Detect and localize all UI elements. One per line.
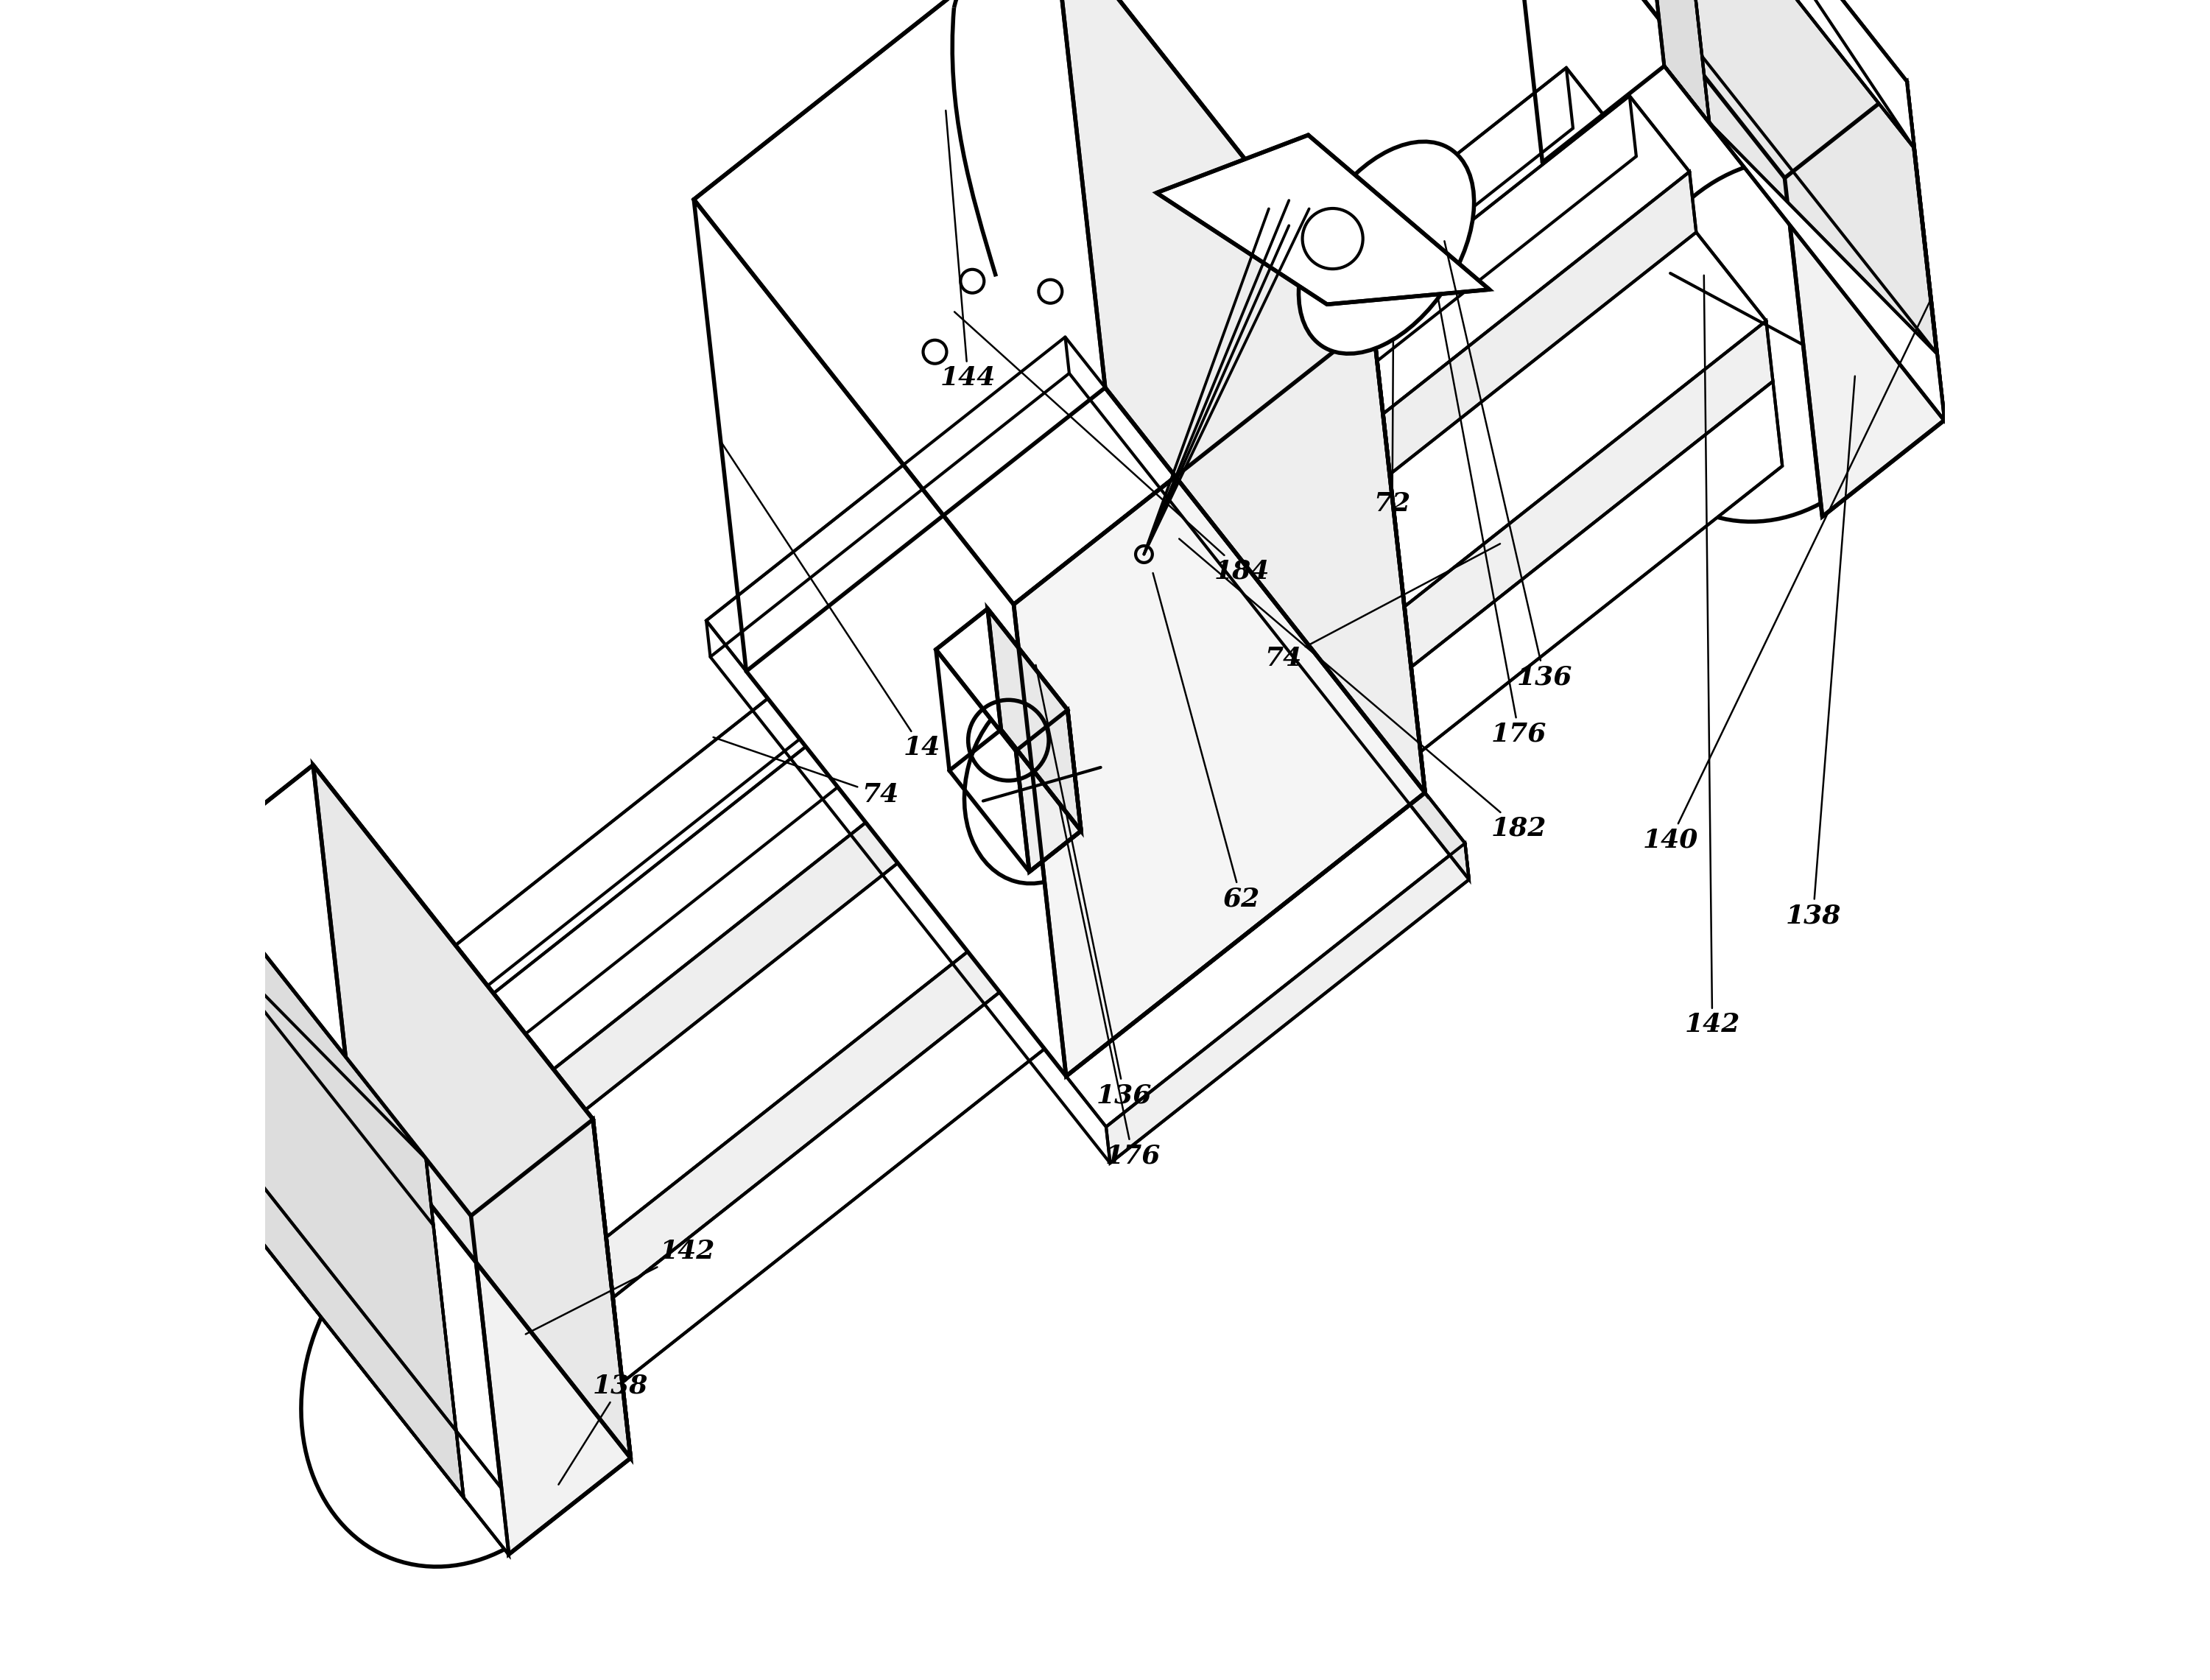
Text: 142: 142: [526, 1240, 716, 1334]
Polygon shape: [1627, 0, 1945, 420]
Polygon shape: [1017, 711, 1081, 872]
Text: 74: 74: [714, 738, 899, 806]
Text: 182: 182: [1180, 539, 1547, 840]
Polygon shape: [376, 67, 1766, 1262]
Text: 14: 14: [723, 444, 941, 759]
Polygon shape: [581, 381, 1781, 1408]
Ellipse shape: [301, 1205, 612, 1567]
Polygon shape: [1052, 0, 1425, 793]
Ellipse shape: [1299, 141, 1474, 354]
Text: 140: 140: [1642, 301, 1929, 852]
Polygon shape: [694, 0, 1372, 605]
Text: 136: 136: [1036, 665, 1151, 1107]
Polygon shape: [438, 96, 1688, 1114]
Text: 138: 138: [1786, 376, 1854, 927]
Polygon shape: [471, 1119, 630, 1554]
Text: 74: 74: [1264, 544, 1501, 670]
Text: 142: 142: [1684, 276, 1739, 1037]
Polygon shape: [190, 764, 592, 1216]
Polygon shape: [937, 608, 1067, 751]
Ellipse shape: [1616, 160, 1927, 522]
Text: 144: 144: [939, 111, 997, 390]
Text: 184: 184: [955, 312, 1271, 583]
Polygon shape: [1014, 321, 1425, 1077]
Text: 72: 72: [1375, 339, 1410, 516]
Polygon shape: [1627, 0, 1711, 123]
Polygon shape: [1627, 0, 1945, 420]
Text: 62: 62: [1154, 573, 1260, 911]
Polygon shape: [221, 1134, 508, 1554]
Polygon shape: [1786, 82, 1945, 517]
Polygon shape: [1671, 0, 1914, 148]
Text: 176: 176: [1436, 294, 1547, 746]
Polygon shape: [190, 862, 471, 1216]
Polygon shape: [497, 171, 1697, 1174]
Polygon shape: [575, 321, 1772, 1322]
Polygon shape: [988, 608, 1081, 832]
Polygon shape: [1105, 843, 1470, 1163]
Polygon shape: [1065, 338, 1470, 880]
Text: 138: 138: [559, 1374, 648, 1485]
Polygon shape: [1505, 0, 1907, 178]
Ellipse shape: [964, 685, 1120, 884]
Polygon shape: [707, 338, 1465, 1127]
Polygon shape: [1156, 134, 1490, 304]
Text: 136: 136: [1445, 242, 1571, 689]
Text: 176: 176: [1059, 803, 1160, 1168]
Polygon shape: [314, 764, 630, 1458]
Polygon shape: [1664, 66, 1945, 420]
Polygon shape: [190, 862, 508, 1554]
Polygon shape: [190, 862, 464, 1497]
